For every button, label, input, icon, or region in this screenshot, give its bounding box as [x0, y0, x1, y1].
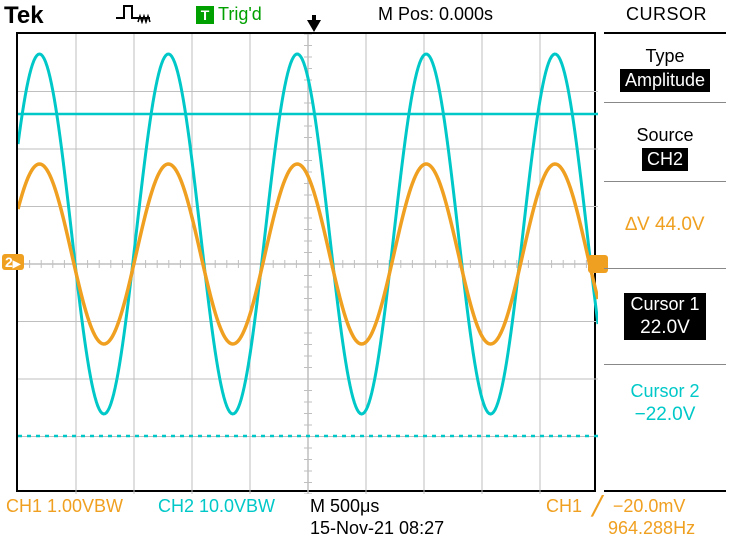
waveform-display: 2▶	[16, 32, 596, 492]
ch2-scale: CH2 10.0VBW	[158, 496, 275, 517]
time-scale: M 500μs	[310, 496, 379, 517]
cursor2-section[interactable]: Cursor 2 −22.0V	[604, 365, 726, 442]
cursor2-value: −22.0V	[608, 404, 722, 426]
source-value: CH2	[642, 148, 688, 171]
delta-v-value: ∆V 44.0V	[608, 214, 722, 236]
ch1-scale: CH1 1.00VBW	[6, 496, 123, 517]
type-section[interactable]: Type Amplitude	[604, 34, 726, 103]
date-time: 15-Nov-21 08:27	[310, 518, 444, 539]
source-label: Source	[608, 125, 722, 146]
frequency-readout: 964.288Hz	[608, 518, 695, 539]
trigger-position-icon	[307, 20, 321, 32]
trigger-source: CH1	[546, 496, 582, 516]
ch2-ground-marker: 2▶	[2, 254, 24, 270]
mode-title: CURSOR	[626, 4, 707, 25]
trigger-badge-icon: T	[196, 6, 214, 24]
delta-v-section[interactable]: ∆V 44.0V	[604, 182, 726, 269]
m-position: M Pos: 0.000s	[378, 4, 493, 25]
cursor2-label: Cursor 2	[608, 381, 722, 402]
bottom-bar: CH1 1.00VBW CH2 10.0VBW M 500μs 15-Nov-2…	[0, 496, 730, 544]
plot-svg	[18, 34, 598, 494]
trigger-status: T Trig'd	[196, 4, 262, 25]
brand-label: Tek	[4, 2, 44, 30]
cursor1-value: 22.0V	[630, 317, 699, 339]
type-label: Type	[608, 46, 722, 67]
type-value: Amplitude	[620, 69, 710, 92]
oscilloscope-screen: Tek T Trig'd M Pos: 0.000s CURSOR 2▶ Typ…	[0, 0, 730, 548]
rising-edge-icon: ╱	[587, 496, 608, 517]
trigger-level: −20.0mV	[613, 496, 686, 516]
source-section[interactable]: Source CH2	[604, 103, 726, 182]
trigger-status-text: Trig'd	[218, 4, 262, 25]
top-bar: Tek T Trig'd M Pos: 0.000s CURSOR	[0, 0, 730, 32]
cursor1-section[interactable]: Cursor 1 22.0V	[604, 269, 726, 365]
trigger-readout: CH1 ╱ −20.0mV	[546, 496, 685, 517]
trigger-pulse-icon	[116, 2, 156, 28]
side-panel: Type Amplitude Source CH2 ∆V 44.0V Curso…	[604, 32, 726, 492]
cursor1-label: Cursor 1	[630, 294, 699, 315]
ch2-ground-marker-label: 2	[5, 254, 13, 270]
